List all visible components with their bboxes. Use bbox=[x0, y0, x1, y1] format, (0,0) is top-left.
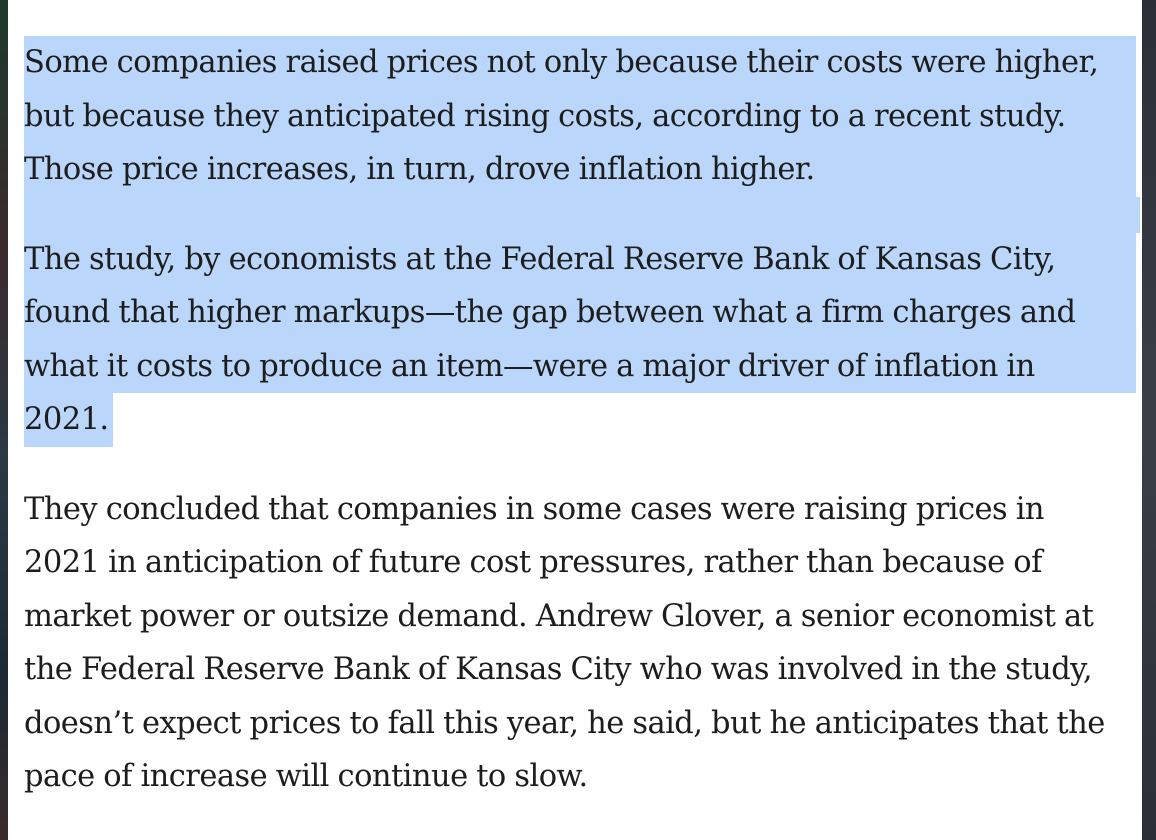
background-edge-left bbox=[0, 0, 8, 840]
text-line: 2021 in anticipation of future cost pres… bbox=[24, 545, 1042, 580]
text-line: found that higher markups—the gap betwee… bbox=[24, 286, 1136, 340]
article-page: Some companies raised prices not only be… bbox=[8, 0, 1142, 840]
text-line: 2021. bbox=[24, 393, 113, 447]
article-body: Some companies raised prices not only be… bbox=[24, 36, 1140, 840]
paragraph-1: Some companies raised prices not only be… bbox=[24, 36, 1136, 197]
text-line: the Federal Reserve Bank of Kansas City … bbox=[24, 652, 1093, 687]
text-line: market power or outsize demand. Andrew G… bbox=[24, 598, 1094, 634]
text-line: The study, by economists at the Federal … bbox=[24, 232, 1136, 286]
text-line: doesn’t expect prices to fall this year,… bbox=[24, 705, 1105, 741]
text-line: but because they anticipated rising cost… bbox=[24, 89, 1136, 143]
paragraph-3: They concluded that companies in some ca… bbox=[24, 483, 1136, 804]
text-line: pace of increase will continue to slow. bbox=[24, 759, 588, 794]
text-line: what it costs to produce an item—were a … bbox=[24, 339, 1136, 393]
text-line: They concluded that companies in some ca… bbox=[24, 491, 1045, 527]
text-line: Some companies raised prices not only be… bbox=[24, 36, 1136, 90]
selection-gap bbox=[24, 196, 1140, 233]
scrollbar-track[interactable] bbox=[1142, 0, 1156, 840]
paragraph-2: The study, by economists at the Federal … bbox=[24, 232, 1136, 447]
text-line: Those price increases, in turn, drove in… bbox=[24, 143, 1136, 197]
